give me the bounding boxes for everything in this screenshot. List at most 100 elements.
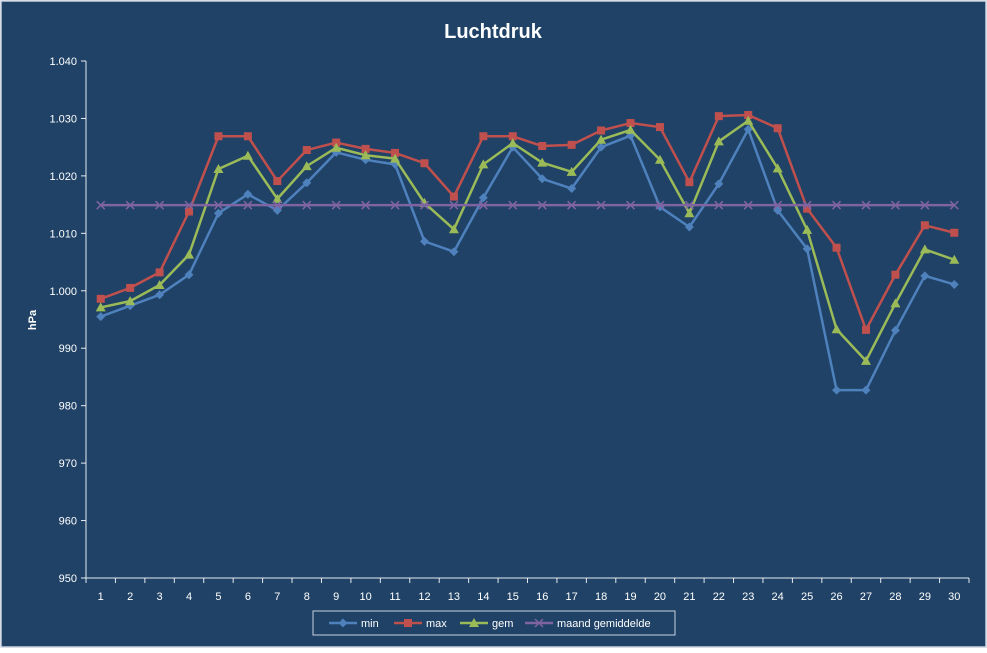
data-point [184,200,194,210]
legend-entry: maand gemiddelde [525,618,651,630]
data-point [596,142,606,152]
x-tick-label: 5 [215,591,221,603]
data-point [507,138,518,148]
y-tick-label: 990 [59,343,77,355]
series-line [100,119,955,363]
x-tick-label: 6 [245,591,251,603]
data-point [920,271,930,281]
y-tick-label: 1.040 [49,56,77,68]
data-point [360,150,371,160]
data-point [773,200,783,210]
data-point [361,200,371,210]
x-tick-label: 10 [359,591,371,603]
data-point [891,270,900,279]
chart-title: Luchtdruk [444,21,543,43]
data-point [361,144,370,153]
data-point [478,193,488,203]
data-point [331,142,342,152]
data-point [272,193,283,203]
data-point [126,283,135,292]
x-tick-label: 12 [418,591,430,603]
data-point [449,192,458,201]
data-point [155,268,164,277]
data-point [802,244,812,254]
legend-entry: gem [460,618,513,630]
data-point [684,208,695,218]
data-point [743,200,753,210]
data-point [685,178,694,187]
data-point [243,200,253,210]
data-point [654,154,665,164]
data-point [919,244,930,254]
data-point [743,124,753,134]
data-point [302,178,312,188]
data-point [273,177,282,186]
x-tick-label: 22 [713,591,725,603]
series-group [95,110,960,395]
x-tick-label: 15 [507,591,519,603]
legend-entry: min [329,618,379,630]
y-tick-label: 1.020 [49,171,77,183]
data-point [478,159,489,169]
data-point [949,200,959,210]
data-point [596,134,607,144]
data-point [684,200,694,210]
y-tick-labels: 950 960 970 980 990 1.000 1.010 1.020 1.030 1.040 [49,56,77,585]
x-tick-label: 11 [389,591,400,603]
x-tick-label: 30 [948,591,960,603]
legend-label: gem [492,618,513,630]
data-point [655,200,665,210]
series-min [96,124,959,395]
data-point [890,200,900,210]
data-point [537,174,547,184]
x-tick-label: 7 [274,591,280,603]
data-point [714,112,723,121]
y-tick-label: 950 [59,573,77,585]
series-maand-gemiddelde [96,200,959,210]
data-point [861,325,870,334]
x-tick-label: 25 [801,591,813,603]
data-point [832,243,841,252]
data-point [242,150,253,160]
data-point [213,208,223,218]
data-point [508,132,517,141]
data-point [772,163,783,173]
legend-swatch-marker [534,618,544,628]
data-point [243,189,253,199]
data-point [890,325,900,335]
data-point [332,138,341,147]
series-max [96,110,959,334]
data-point [96,312,106,322]
x-tick-label: 23 [742,591,754,603]
x-tick-label: 8 [304,591,310,603]
data-point [626,119,635,128]
data-point [302,200,312,210]
data-point [302,146,311,155]
data-point [743,115,754,125]
y-tick-label: 970 [59,458,77,470]
data-point [597,126,606,135]
axes [81,60,970,583]
data-point [96,294,105,303]
x-tick-label: 28 [889,591,901,603]
data-point [861,200,871,210]
data-point [713,136,724,146]
data-point [213,200,223,210]
legend-swatch-marker [469,618,479,627]
legend-label: maand gemiddelde [557,618,651,630]
data-point [184,270,194,280]
x-tick-label: 16 [536,591,548,603]
data-point [419,200,430,210]
data-point [390,200,400,210]
y-axis-label: hPa [27,309,39,330]
data-point [537,157,548,167]
data-point [213,163,224,173]
data-point [420,159,429,168]
data-point [155,290,165,300]
data-point [860,355,871,365]
data-point [185,207,194,216]
x-tick-label: 4 [186,591,192,603]
data-point [625,124,636,134]
